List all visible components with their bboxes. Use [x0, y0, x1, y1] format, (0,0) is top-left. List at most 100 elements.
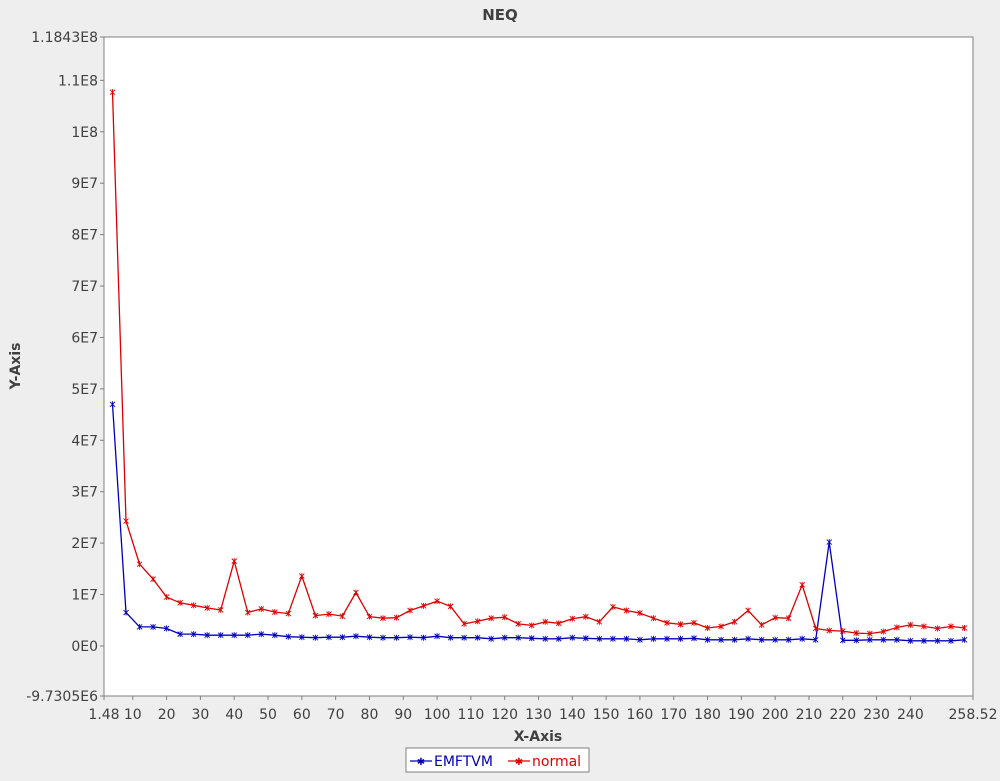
data-point-normal — [231, 558, 238, 565]
y-tick-label: 1.1843E8 — [31, 30, 98, 46]
data-point-normal — [704, 624, 711, 631]
data-point-normal — [353, 589, 359, 596]
data-point-normal — [190, 602, 197, 609]
data-point-emftvm — [826, 539, 833, 546]
data-point-emftvm — [434, 633, 440, 640]
data-point-normal — [785, 615, 792, 622]
data-point-normal — [299, 573, 305, 580]
y-tick-label: 1E8 — [71, 125, 98, 141]
data-point-normal — [366, 613, 373, 620]
data-point-normal — [596, 618, 603, 625]
data-point-emftvm — [150, 623, 156, 630]
data-point-normal — [758, 621, 765, 628]
y-tick-label: 7E7 — [71, 279, 98, 295]
x-tick-label: 240 — [897, 707, 924, 723]
x-tick-label: 40 — [225, 707, 243, 723]
data-point-normal — [853, 630, 860, 637]
data-point-emftvm — [650, 635, 657, 642]
legend: ✱ EMFTVM ✱ normal — [405, 747, 590, 773]
data-point-normal — [204, 604, 211, 611]
data-point-normal — [258, 605, 265, 612]
x-tick-label: 20 — [158, 707, 176, 723]
x-tick-label: 220 — [829, 707, 856, 723]
x-tick-label: 150 — [593, 707, 620, 723]
data-point-normal — [515, 620, 522, 627]
y-tick-label: 5E7 — [71, 382, 98, 398]
x-tick-label: 120 — [491, 707, 518, 723]
y-tick-label: -9.7305E6 — [26, 689, 98, 705]
data-point-emftvm — [637, 636, 643, 643]
data-point-normal — [880, 628, 887, 635]
legend-marker-emftvm: ✱ — [417, 757, 425, 768]
legend-marker-normal: ✱ — [515, 757, 523, 768]
series-line-emftvm — [111, 404, 965, 642]
data-point-normal — [217, 606, 224, 613]
data-point-normal — [285, 610, 292, 617]
data-point-emftvm — [528, 635, 535, 642]
x-axis-ticks: 1.48 10 20 30 40 50 60 70 80 90 100 110 120 130 140 150… — [88, 696, 998, 723]
data-point-emftvm — [583, 635, 589, 642]
data-point-emftvm — [610, 635, 616, 642]
data-point-emftvm — [474, 634, 481, 641]
data-point-normal — [799, 581, 806, 588]
data-point-normal — [528, 622, 535, 629]
data-point-normal — [393, 614, 400, 621]
x-axis-label: X-Axis — [514, 729, 562, 745]
data-point-emftvm — [285, 633, 292, 640]
data-point-emftvm — [312, 634, 319, 641]
data-point-normal — [866, 630, 873, 637]
x-tick-label: 140 — [559, 707, 586, 723]
y-tick-label: 8E7 — [71, 228, 98, 244]
x-tick-label: 258.52 — [949, 707, 998, 723]
data-point-emftvm — [420, 634, 427, 641]
data-point-emftvm — [447, 634, 454, 641]
x-tick-label: 10 — [124, 707, 142, 723]
data-point-normal — [163, 594, 170, 601]
x-tick-label: 1.48 — [88, 707, 119, 723]
data-point-emftvm — [339, 634, 346, 641]
data-point-emftvm — [799, 635, 806, 642]
data-point-emftvm — [353, 633, 359, 640]
data-point-emftvm — [894, 636, 900, 643]
y-tick-label: 9E7 — [71, 176, 98, 192]
data-point-emftvm — [948, 637, 954, 644]
x-tick-label: 230 — [863, 707, 890, 723]
x-tick-label: 160 — [627, 707, 654, 723]
data-point-emftvm — [163, 625, 170, 632]
data-point-normal — [488, 615, 494, 622]
data-point-normal — [434, 598, 440, 605]
x-tick-label: 30 — [192, 707, 210, 723]
data-point-normal — [407, 607, 413, 614]
data-point-emftvm — [691, 635, 697, 642]
data-point-normal — [244, 609, 251, 616]
series-line-normal — [111, 92, 965, 635]
data-point-emftvm — [623, 635, 630, 642]
data-point-normal — [961, 624, 968, 631]
y-tick-label: 1.1E8 — [58, 73, 98, 89]
data-point-emftvm — [258, 631, 265, 638]
data-point-normal — [177, 599, 183, 606]
data-point-emftvm — [217, 632, 224, 639]
legend-label-normal: normal — [532, 754, 581, 770]
data-point-normal — [380, 615, 386, 622]
data-point-emftvm — [461, 634, 467, 641]
data-point-emftvm — [542, 635, 549, 642]
y-axis-ticks: -9.7305E6 0E0 1E7 2E7 3E7 4E7 5E7 6E7 7E7 8E7 9E7 1… — [26, 30, 104, 705]
data-point-normal — [569, 615, 576, 622]
data-point-normal — [637, 610, 643, 617]
data-point-emftvm — [326, 634, 332, 641]
x-tick-label: 180 — [694, 707, 721, 723]
data-point-normal — [610, 603, 616, 610]
data-point-emftvm — [772, 636, 778, 643]
x-tick-label: 60 — [293, 707, 311, 723]
x-tick-label: 110 — [458, 707, 485, 723]
y-tick-label: 6E7 — [71, 330, 98, 346]
data-point-normal — [501, 614, 508, 621]
data-point-normal — [907, 621, 914, 628]
data-point-emftvm — [731, 636, 738, 643]
data-point-emftvm — [123, 609, 129, 616]
data-point-emftvm — [596, 635, 603, 642]
y-axis-label: Y-Axis — [8, 343, 24, 391]
data-point-emftvm — [718, 636, 724, 643]
